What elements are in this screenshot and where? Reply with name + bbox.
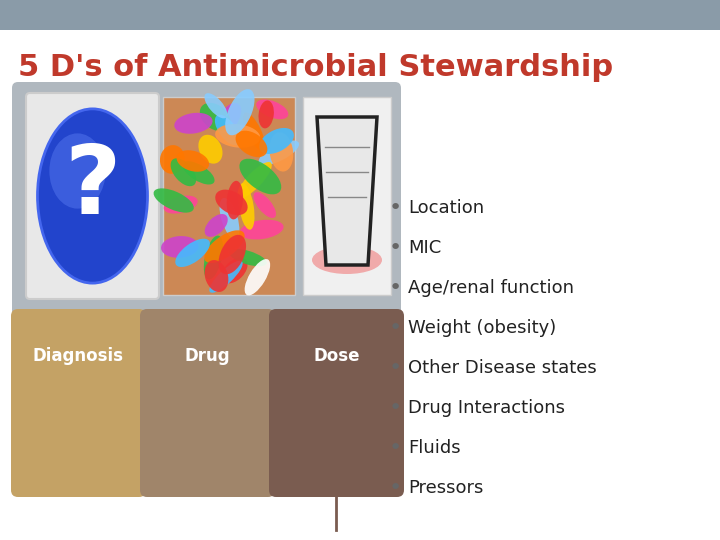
Text: •: • <box>388 198 402 218</box>
Text: •: • <box>388 438 402 458</box>
Ellipse shape <box>215 114 240 145</box>
Ellipse shape <box>176 150 209 172</box>
Ellipse shape <box>259 128 294 154</box>
Text: •: • <box>388 358 402 378</box>
Ellipse shape <box>37 109 148 283</box>
Ellipse shape <box>200 103 230 131</box>
Ellipse shape <box>204 230 245 263</box>
Bar <box>0 0 720 30</box>
Ellipse shape <box>237 162 272 198</box>
Ellipse shape <box>175 239 210 267</box>
Ellipse shape <box>240 159 282 194</box>
Ellipse shape <box>215 124 260 147</box>
Ellipse shape <box>219 235 246 274</box>
Text: Pressors: Pressors <box>408 479 483 497</box>
FancyBboxPatch shape <box>12 82 401 316</box>
Ellipse shape <box>253 192 276 218</box>
Ellipse shape <box>153 188 194 213</box>
Ellipse shape <box>204 235 223 280</box>
Ellipse shape <box>50 133 106 208</box>
Text: Weight (obesity): Weight (obesity) <box>408 319 557 337</box>
Ellipse shape <box>245 259 270 295</box>
Ellipse shape <box>215 190 248 215</box>
FancyBboxPatch shape <box>269 309 404 497</box>
Ellipse shape <box>182 161 215 185</box>
Ellipse shape <box>204 260 228 292</box>
Ellipse shape <box>210 261 243 293</box>
Text: Age/renal function: Age/renal function <box>408 279 574 297</box>
Text: •: • <box>388 318 402 338</box>
Text: Location: Location <box>408 199 484 217</box>
FancyBboxPatch shape <box>163 97 295 295</box>
Ellipse shape <box>199 135 222 164</box>
Ellipse shape <box>225 89 254 136</box>
Text: •: • <box>388 398 402 418</box>
Text: Fluids: Fluids <box>408 439 461 457</box>
Ellipse shape <box>204 214 228 237</box>
Text: Drug: Drug <box>185 347 230 365</box>
Ellipse shape <box>217 103 241 133</box>
Ellipse shape <box>258 140 299 165</box>
FancyBboxPatch shape <box>140 309 275 497</box>
Ellipse shape <box>220 198 239 239</box>
Ellipse shape <box>174 113 212 134</box>
Text: Diagnosis: Diagnosis <box>33 347 124 365</box>
Text: •: • <box>388 238 402 258</box>
Ellipse shape <box>163 195 198 214</box>
Text: Drug Interactions: Drug Interactions <box>408 399 565 417</box>
Text: Other Disease states: Other Disease states <box>408 359 597 377</box>
Text: ?: ? <box>64 141 121 234</box>
Text: •: • <box>388 478 402 498</box>
FancyBboxPatch shape <box>11 309 146 497</box>
Text: Dose: Dose <box>313 347 360 365</box>
Ellipse shape <box>256 99 288 119</box>
Ellipse shape <box>238 183 254 230</box>
Ellipse shape <box>240 220 284 239</box>
FancyBboxPatch shape <box>303 97 391 295</box>
Ellipse shape <box>161 236 199 258</box>
Ellipse shape <box>229 249 267 266</box>
Ellipse shape <box>222 258 248 284</box>
Text: MIC: MIC <box>408 239 441 257</box>
Ellipse shape <box>312 246 382 274</box>
Text: 5 D's of Antimicrobial Stewardship: 5 D's of Antimicrobial Stewardship <box>18 53 613 83</box>
Ellipse shape <box>227 181 243 219</box>
Ellipse shape <box>269 132 293 172</box>
Ellipse shape <box>235 131 267 157</box>
Ellipse shape <box>160 145 185 174</box>
Ellipse shape <box>204 93 228 118</box>
Ellipse shape <box>171 158 196 186</box>
Text: •: • <box>388 278 402 298</box>
Ellipse shape <box>243 112 266 151</box>
Ellipse shape <box>258 100 274 129</box>
Polygon shape <box>317 117 377 265</box>
FancyBboxPatch shape <box>26 93 159 299</box>
